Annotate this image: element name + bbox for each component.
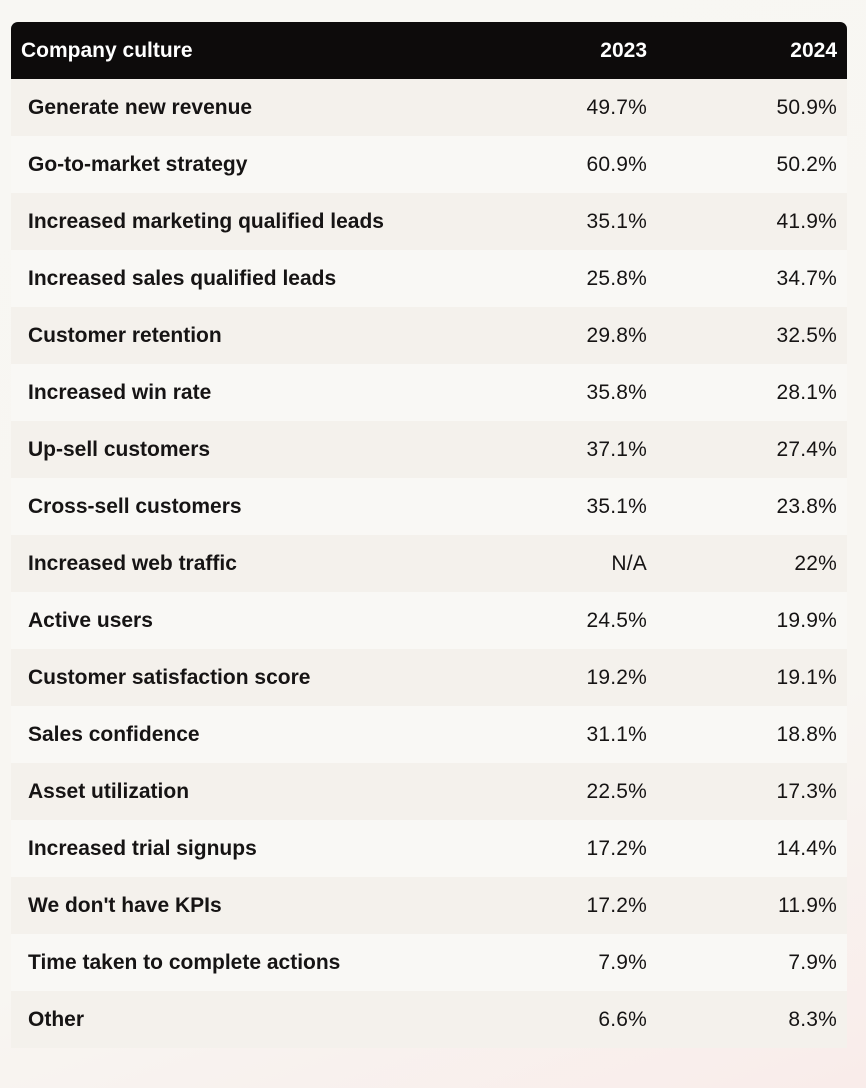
cell-2024: 11.9%	[778, 893, 837, 917]
cell-2024: 19.9%	[776, 608, 837, 632]
table-row: Sales confidence 31.1% 18.8%	[11, 706, 847, 763]
table-row: Increased trial signups 17.2% 14.4%	[11, 820, 847, 877]
header-2023: 2023	[600, 38, 647, 62]
cell-2024: 50.9%	[776, 95, 837, 119]
row-label: Asset utilization	[28, 779, 190, 803]
table-row: Increased marketing qualified leads 35.1%…	[11, 193, 847, 250]
cell-2023: 29.8%	[586, 323, 647, 347]
table-row: Increased win rate 35.8% 28.1%	[11, 364, 847, 421]
row-label: Active users	[28, 608, 153, 632]
cell-2024: 23.8%	[776, 494, 837, 518]
row-label: Increased sales qualified leads	[28, 266, 337, 290]
row-label: Generate new revenue	[28, 95, 253, 119]
table-row: Increased web traffic N/A 22%	[11, 535, 847, 592]
cell-2023: 31.1%	[586, 722, 647, 746]
table-row: Time taken to complete actions 7.9% 7.9%	[11, 934, 847, 991]
table-row: Cross-sell customers 35.1% 23.8%	[11, 478, 847, 535]
cell-2023: 35.1%	[586, 494, 647, 518]
table-row: Go-to-market strategy 60.9% 50.2%	[11, 136, 847, 193]
cell-2023: 49.7%	[586, 95, 647, 119]
cell-2023: 17.2%	[586, 836, 647, 860]
row-label: Customer satisfaction score	[28, 665, 311, 689]
table-header: Company culture 2023 2024	[11, 22, 847, 79]
table-row: Generate new revenue 49.7% 50.9%	[11, 79, 847, 136]
cell-2023: 35.8%	[586, 380, 647, 404]
table-row: Asset utilization 22.5% 17.3%	[11, 763, 847, 820]
row-label: Increased win rate	[28, 380, 212, 404]
cell-2023: 37.1%	[586, 437, 647, 461]
row-label: Go-to-market strategy	[28, 152, 248, 176]
cell-2024: 32.5%	[776, 323, 837, 347]
table-row: Customer satisfaction score 19.2% 19.1%	[11, 649, 847, 706]
row-label: Up-sell customers	[28, 437, 211, 461]
row-label: Customer retention	[28, 323, 222, 347]
cell-2023: 60.9%	[586, 152, 647, 176]
table-row: Customer retention 29.8% 32.5%	[11, 307, 847, 364]
row-label: Other	[28, 1007, 85, 1031]
cell-2024: 50.2%	[776, 152, 837, 176]
table-row: Up-sell customers 37.1% 27.4%	[11, 421, 847, 478]
cell-2024: 28.1%	[776, 380, 837, 404]
row-label: Cross-sell customers	[28, 494, 242, 518]
row-label: Sales confidence	[28, 722, 200, 746]
header-2024: 2024	[790, 38, 837, 62]
row-label: Increased trial signups	[28, 836, 257, 860]
table-row: Increased sales qualified leads 25.8% 34.7…	[11, 250, 847, 307]
row-label: Time taken to complete actions	[28, 950, 341, 974]
cell-2024: 34.7%	[776, 266, 837, 290]
row-label: Increased web traffic	[28, 551, 237, 575]
cell-2023: 6.6%	[598, 1007, 647, 1031]
cell-2023: 7.9%	[598, 950, 647, 974]
cell-2023: 35.1%	[586, 209, 647, 233]
table-row: Active users 24.5% 19.9%	[11, 592, 847, 649]
cell-2024: 27.4%	[776, 437, 837, 461]
table-body: Generate new revenue 49.7% 50.9% Go-to-mark…	[11, 79, 847, 1048]
cell-2024: 22%	[794, 551, 837, 575]
cell-2023: 25.8%	[586, 266, 647, 290]
table-row: Other 6.6% 8.3%	[11, 991, 847, 1048]
cell-2023: 24.5%	[586, 608, 647, 632]
cell-2024: 7.9%	[788, 950, 837, 974]
cell-2023: 17.2%	[586, 893, 647, 917]
cell-2024: 8.3%	[788, 1007, 837, 1031]
row-label: We don't have KPIs	[28, 893, 222, 917]
cell-2024: 17.3%	[776, 779, 837, 803]
kpi-table: Company culture 2023 2024 Generate new r…	[11, 22, 847, 1048]
cell-2024: 41.9%	[776, 209, 837, 233]
cell-2023: N/A	[611, 551, 647, 575]
header-label: Company culture	[21, 38, 193, 62]
cell-2024: 14.4%	[776, 836, 837, 860]
cell-2024: 18.8%	[776, 722, 837, 746]
table-row: We don't have KPIs 17.2% 11.9%	[11, 877, 847, 934]
cell-2023: 19.2%	[586, 665, 647, 689]
cell-2023: 22.5%	[586, 779, 647, 803]
cell-2024: 19.1%	[776, 665, 837, 689]
row-label: Increased marketing qualified leads	[28, 209, 384, 233]
